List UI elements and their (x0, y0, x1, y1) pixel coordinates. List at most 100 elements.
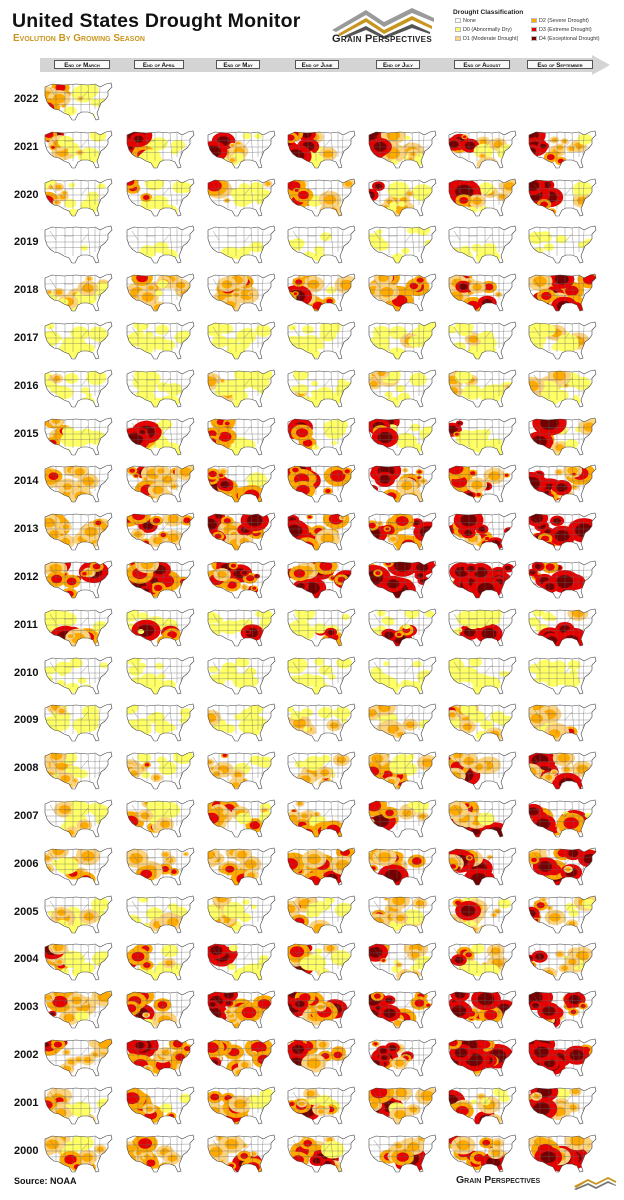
drought-map (44, 1134, 113, 1173)
drought-map (368, 990, 437, 1029)
year-label: 2019 (14, 236, 39, 248)
drought-map (126, 225, 195, 264)
year-label: 2000 (14, 1145, 39, 1157)
drought-map (528, 560, 597, 599)
legend-swatch (531, 18, 537, 24)
drought-map (287, 321, 356, 360)
drought-map (448, 1086, 517, 1125)
year-label: 2006 (14, 858, 39, 870)
year-label: 2021 (14, 141, 39, 153)
drought-map (287, 1134, 356, 1173)
drought-map (368, 703, 437, 742)
drought-map (207, 990, 276, 1029)
legend-swatch (455, 36, 461, 42)
drought-map (368, 225, 437, 264)
drought-map (44, 321, 113, 360)
drought-map (528, 369, 597, 408)
drought-map (207, 656, 276, 695)
drought-map (287, 369, 356, 408)
year-label: 2018 (14, 284, 39, 296)
drought-map (287, 847, 356, 886)
drought-map (368, 512, 437, 551)
footer-logo-icon (574, 1177, 616, 1190)
drought-map (126, 369, 195, 408)
drought-map (207, 1086, 276, 1125)
drought-map (126, 560, 195, 599)
drought-map (207, 225, 276, 264)
drought-map (528, 799, 597, 838)
drought-map (207, 130, 276, 169)
drought-map (207, 847, 276, 886)
drought-map (126, 608, 195, 647)
drought-map (126, 1134, 195, 1173)
drought-map (528, 273, 597, 312)
drought-map (448, 703, 517, 742)
month-label: End of June (295, 60, 339, 69)
drought-map (368, 656, 437, 695)
drought-map (448, 1134, 517, 1173)
legend-item-d1: D1 (Moderate Drought) (455, 36, 518, 44)
drought-map (368, 847, 437, 886)
drought-map (126, 1086, 195, 1125)
legend: Drought Classification None D0 (Abnormal… (453, 9, 621, 51)
drought-map (126, 130, 195, 169)
drought-map (126, 990, 195, 1029)
year-label: 2020 (14, 189, 39, 201)
year-label: 2012 (14, 571, 39, 583)
drought-map (287, 560, 356, 599)
drought-map (126, 703, 195, 742)
drought-map (207, 321, 276, 360)
drought-map (368, 130, 437, 169)
drought-map (368, 273, 437, 312)
drought-map (44, 799, 113, 838)
drought-map (528, 942, 597, 981)
drought-map (287, 751, 356, 790)
drought-map (528, 608, 597, 647)
drought-map (368, 608, 437, 647)
drought-map (126, 321, 195, 360)
drought-map (368, 321, 437, 360)
drought-map (368, 751, 437, 790)
year-label: 2014 (14, 475, 39, 487)
year-label: 2022 (14, 93, 39, 105)
drought-map (207, 464, 276, 503)
legend-item-none: None (455, 18, 476, 26)
drought-map (44, 895, 113, 934)
drought-map (448, 1038, 517, 1077)
drought-map (448, 464, 517, 503)
drought-map (44, 369, 113, 408)
drought-map (126, 895, 195, 934)
legend-item-d3: D3 (Extreme Drought) (531, 27, 592, 35)
drought-map (207, 417, 276, 456)
year-label: 2017 (14, 332, 39, 344)
year-label: 2005 (14, 906, 39, 918)
year-label: 2016 (14, 380, 39, 392)
drought-map (126, 512, 195, 551)
drought-map (207, 369, 276, 408)
drought-map (448, 273, 517, 312)
drought-map (126, 656, 195, 695)
month-label: End of September (527, 60, 593, 69)
drought-map (448, 321, 517, 360)
drought-map (44, 1086, 113, 1125)
drought-map (44, 130, 113, 169)
drought-map (287, 1086, 356, 1125)
drought-map (528, 656, 597, 695)
drought-map (44, 560, 113, 599)
drought-map (207, 942, 276, 981)
month-label: End of July (376, 60, 420, 69)
drought-map (528, 895, 597, 934)
drought-map (44, 273, 113, 312)
year-label: 2010 (14, 667, 39, 679)
drought-map (528, 321, 597, 360)
drought-map (448, 895, 517, 934)
drought-map (368, 1086, 437, 1125)
drought-map (368, 369, 437, 408)
drought-map (528, 512, 597, 551)
drought-map (126, 178, 195, 217)
legend-swatch (455, 27, 461, 33)
drought-map (207, 751, 276, 790)
legend-title: Drought Classification (453, 9, 524, 16)
drought-map (44, 82, 113, 121)
drought-map (126, 799, 195, 838)
